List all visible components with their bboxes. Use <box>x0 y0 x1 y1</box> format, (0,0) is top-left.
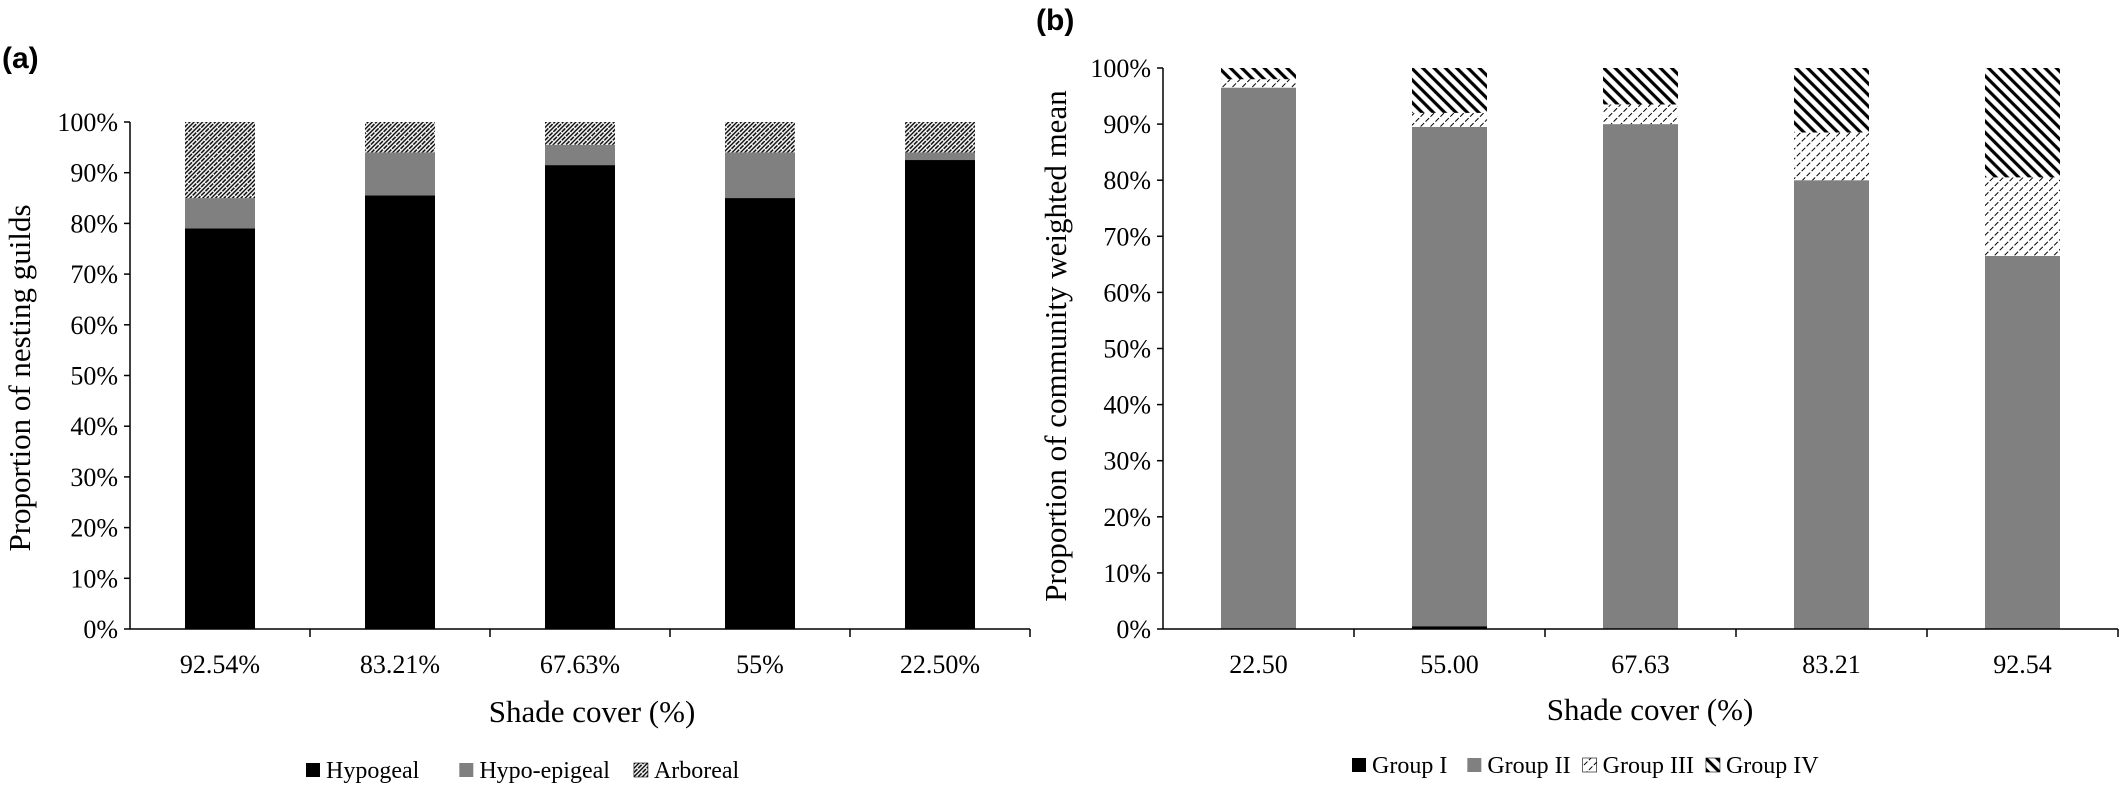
y-tick-label: 50% <box>1103 335 1151 364</box>
y-axis-title-b: Proportion of community weighted mean <box>1038 90 1073 602</box>
y-tick-label: 60% <box>1103 278 1151 307</box>
bar-segment-group-ii <box>1412 126 1487 627</box>
legend-swatch <box>1467 758 1482 772</box>
bar-segment-arboreal <box>185 122 255 199</box>
chart-panel-a: (a) 0% 10% 20% 30% 40% 50% 60% 70% 80% 90% 100% 92… <box>2 42 1031 784</box>
legend-a: Hypogeal Hypo-epigeal Arboreal <box>306 758 740 784</box>
x-tick-labels-a: 92.54% 83.21% 67.63% 55% 22.50% <box>180 650 980 679</box>
y-tick-label: 70% <box>1103 222 1151 251</box>
bar-segment-hypo-epigeal <box>185 198 255 229</box>
x-axis-title-b: Shade cover (%) <box>1547 692 1754 727</box>
legend-label: Group II <box>1487 753 1570 779</box>
legend-label: Group I <box>1372 753 1447 779</box>
bar-segment-hypogeal <box>905 160 975 629</box>
legend-swatch <box>633 762 649 778</box>
y-tick-label: 100% <box>1090 54 1151 83</box>
x-axis-title-a: Shade cover (%) <box>489 694 696 729</box>
bar-segment-hypogeal <box>725 198 795 630</box>
y-tick-label: 50% <box>70 362 118 391</box>
bar-segment-group-iii <box>1985 177 2060 256</box>
legend-label: Hypo-epigeal <box>479 758 610 784</box>
x-tick-label: 67.63 <box>1611 650 1670 679</box>
legend-label: Hypogeal <box>326 758 420 784</box>
bar-segment-hypogeal <box>545 165 615 629</box>
y-tick-label: 20% <box>70 514 118 543</box>
legend-b: Group I Group II Group III Group IV <box>1352 753 1819 779</box>
bar-segment-group-iii <box>1794 132 1869 181</box>
y-tick-label: 80% <box>70 209 118 238</box>
bar-segment-group-iv <box>1985 68 2060 178</box>
bar-segment-group-ii <box>1794 180 1869 629</box>
bar-segment-group-iv <box>1221 68 1296 80</box>
bar-segment-hypogeal <box>365 195 435 629</box>
y-tick-label: 0% <box>83 615 118 644</box>
y-tick-label: 90% <box>1103 110 1151 139</box>
bar-segment-arboreal <box>545 122 615 145</box>
x-tick-label: 22.50 <box>1229 650 1288 679</box>
legend-label: Group IV <box>1726 753 1819 779</box>
y-tick-labels-a: 0% 10% 20% 30% 40% 50% 60% 70% 80% 90% 100% <box>57 108 118 644</box>
y-tick-label: 60% <box>70 311 118 340</box>
bar-segment-group-ii <box>1985 255 2060 629</box>
bar-segment-hypo-epigeal <box>725 152 795 199</box>
y-tick-label: 100% <box>57 108 118 137</box>
legend-swatch <box>459 763 474 777</box>
x-tick-label: 55.00 <box>1420 650 1479 679</box>
x-tick-label: 55% <box>736 650 784 679</box>
y-tick-label: 40% <box>1103 391 1151 420</box>
bar-segment-group-iii <box>1221 79 1296 88</box>
axes-b <box>1157 67 2119 637</box>
x-tick-label: 83.21% <box>360 650 440 679</box>
bar-segment-hypo-epigeal <box>365 152 435 196</box>
bar-segment-group-ii <box>1221 87 1296 629</box>
bars-a <box>185 122 975 630</box>
x-tick-label: 83.21 <box>1802 650 1861 679</box>
x-tick-label: 67.63% <box>540 650 620 679</box>
y-tick-label: 30% <box>70 463 118 492</box>
y-tick-label: 0% <box>1116 615 1151 644</box>
y-axis-title-a: Proportion of nesting guilds <box>2 204 37 551</box>
bar-segment-arboreal <box>905 122 975 153</box>
panel-label-a: (a) <box>2 42 39 75</box>
bar-segment-group-iv <box>1412 68 1487 113</box>
bars-b <box>1221 68 2060 629</box>
legend-swatch <box>306 763 320 777</box>
y-tick-label: 30% <box>1103 447 1151 476</box>
bar-segment-group-iii <box>1603 104 1678 125</box>
bar-segment-group-iii <box>1412 112 1487 127</box>
bar-segment-hypo-epigeal <box>545 144 615 166</box>
legend-swatch <box>1352 758 1366 772</box>
y-tick-label: 40% <box>70 412 118 441</box>
x-tick-labels-b: 22.50 55.00 67.63 83.21 92.54 <box>1229 650 2052 679</box>
chart-panel-b: (b) 0% 10% 20% 30% 40% 50% 60% 70% 80% 90% 100% 22… <box>1036 4 2119 779</box>
y-tick-label: 90% <box>70 159 118 188</box>
bar-segment-arboreal <box>365 122 435 153</box>
x-tick-label: 92.54% <box>180 650 260 679</box>
legend-label: Group III <box>1603 753 1694 779</box>
axes-a <box>124 121 1031 637</box>
bar-segment-hypogeal <box>185 228 255 629</box>
legend-swatch <box>1705 757 1721 773</box>
bar-segment-hypo-epigeal <box>905 152 975 161</box>
panel-label-b: (b) <box>1036 4 1074 37</box>
x-tick-label: 92.54 <box>1993 650 2052 679</box>
y-tick-label: 20% <box>1103 503 1151 532</box>
x-tick-label: 22.50% <box>900 650 980 679</box>
y-tick-label: 10% <box>70 564 118 593</box>
bar-segment-group-ii <box>1603 124 1678 629</box>
legend-label: Arboreal <box>654 758 740 784</box>
y-tick-label: 70% <box>70 260 118 289</box>
y-tick-labels-b: 0% 10% 20% 30% 40% 50% 60% 70% 80% 90% 100% <box>1090 54 1151 644</box>
bar-segment-group-iv <box>1794 68 1869 133</box>
bar-segment-arboreal <box>725 122 795 153</box>
bar-segment-group-i <box>1412 626 1487 629</box>
y-tick-label: 10% <box>1103 559 1151 588</box>
bar-segment-group-iv <box>1603 68 1678 105</box>
y-tick-label: 80% <box>1103 166 1151 195</box>
legend-swatch <box>1582 757 1597 773</box>
